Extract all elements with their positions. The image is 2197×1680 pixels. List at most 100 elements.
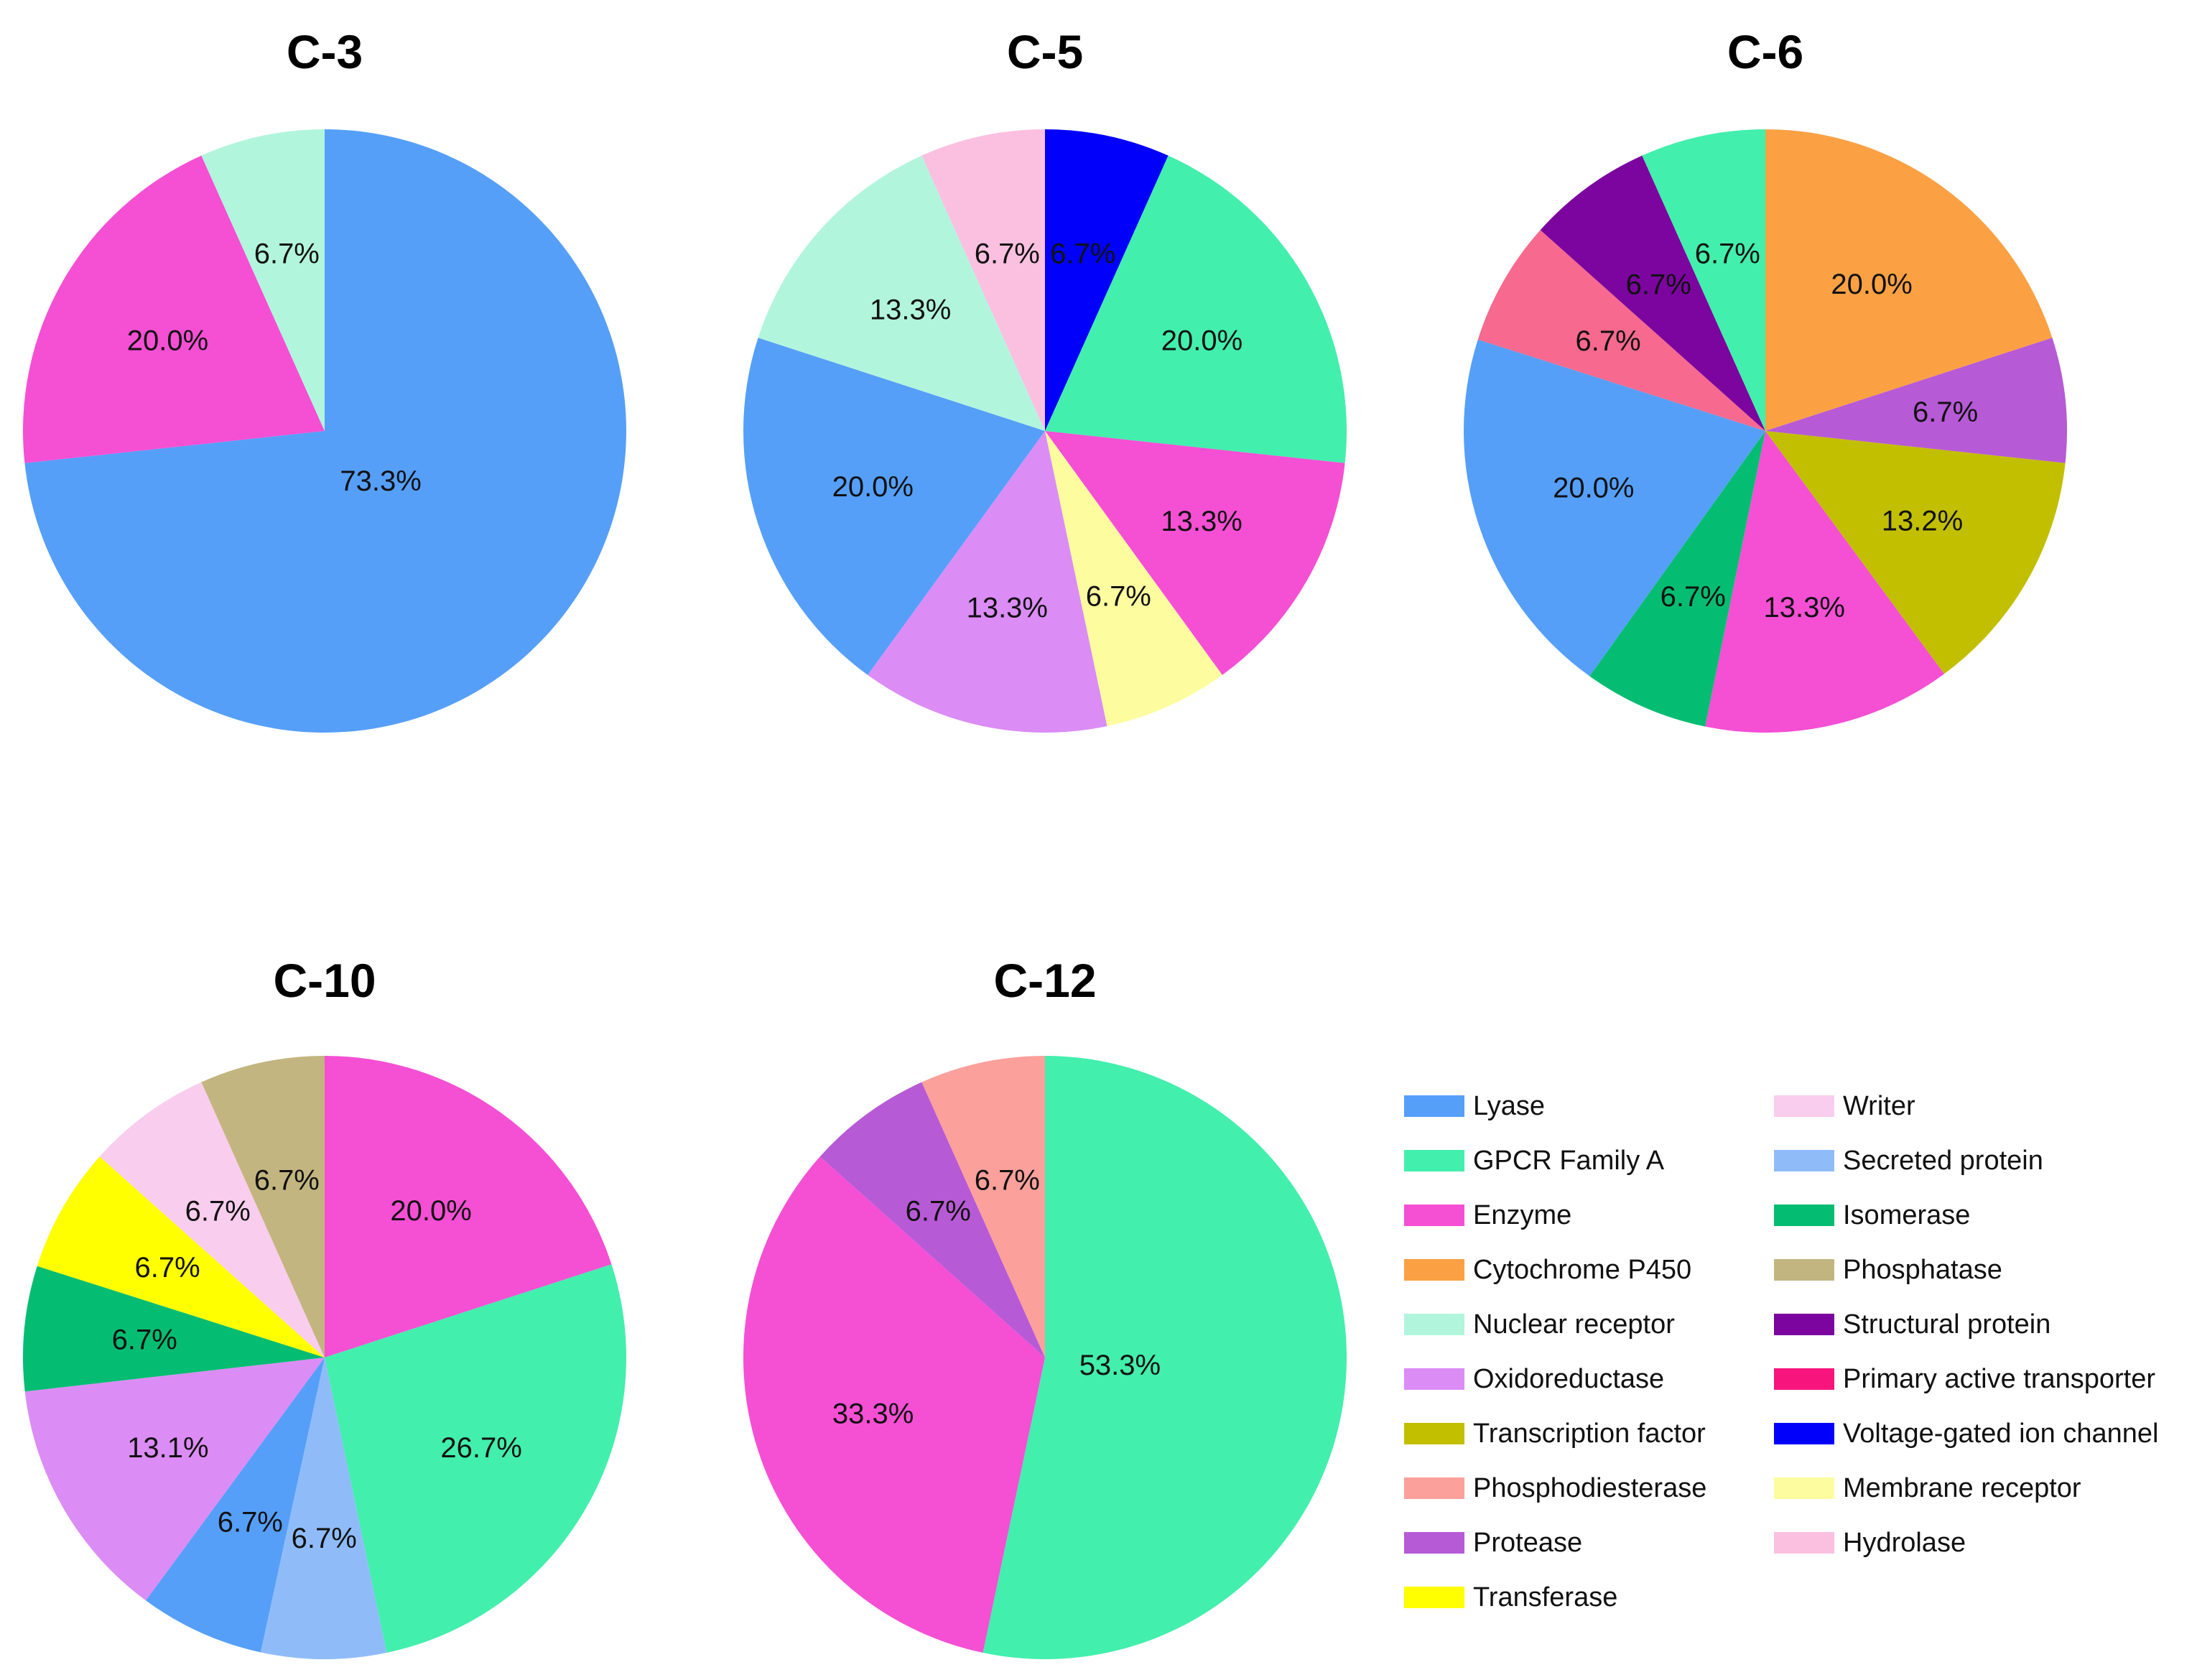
legend-label: Protease <box>1473 1528 1582 1558</box>
legend-label: Isomerase <box>1843 1200 1970 1230</box>
legend-swatch <box>1404 1150 1464 1171</box>
slice-label: 20.0% <box>127 325 208 357</box>
slice-label: 6.7% <box>906 1196 971 1227</box>
slice-transcription-factor <box>1765 431 2066 674</box>
legend-swatch <box>1404 1314 1464 1335</box>
slice-membrane-receptor <box>1045 431 1222 726</box>
legend-item-gpcr-family-a: GPCR Family A <box>1404 1146 1665 1176</box>
slice-nuclear-receptor <box>201 129 325 431</box>
legend-label: Oxidoreductase <box>1473 1364 1664 1394</box>
legend-swatch <box>1774 1150 1834 1171</box>
slice-label: 6.7% <box>135 1252 200 1284</box>
legend-label: Transcription factor <box>1473 1419 1706 1449</box>
slice-structural-protein <box>1540 155 1765 432</box>
slice-nuclear-receptor <box>758 155 1045 432</box>
slice-enzyme <box>22 155 325 463</box>
slice-enzyme <box>325 1056 612 1358</box>
slice-label: 6.7% <box>1086 580 1151 612</box>
legend-item-enzyme: Enzyme <box>1404 1200 1571 1230</box>
slice-label: 13.1% <box>127 1432 208 1464</box>
slice-gpcr-family-a <box>325 1264 626 1653</box>
legend-label: Phosphodiesterase <box>1473 1473 1706 1503</box>
legend-swatch <box>1774 1368 1834 1390</box>
slice-label: 20.0% <box>1831 269 1912 300</box>
slice-gpcr-family-a <box>1045 155 1347 463</box>
legend-swatch <box>1404 1095 1464 1117</box>
slice-phosphatase <box>201 1056 325 1358</box>
pie-chart-c-3: C-3 73.3% 20.0% 6.7% <box>22 25 626 733</box>
slice-enzyme <box>1045 431 1345 675</box>
legend-label: Hydrolase <box>1843 1528 1966 1558</box>
slice-label: 6.7% <box>1050 238 1115 270</box>
slice-isomerase <box>1589 431 1765 727</box>
legend-label: Writer <box>1843 1091 1915 1121</box>
legend-swatch <box>1774 1095 1834 1117</box>
legend-item-hydrolase: Hydrolase <box>1774 1528 1966 1558</box>
slice-label: 6.7% <box>975 1165 1040 1197</box>
slice-label: 6.7% <box>1626 269 1691 301</box>
pie-charts: C-3 73.3% 20.0% 6.7% C-5 6.7% 20.0% 13.3% 6.7% 13… <box>22 25 2068 1659</box>
legend-item-voltage-gated-ion-channel: Voltage-gated ion channel <box>1774 1419 2158 1449</box>
slice-cytochrome-p450 <box>1765 129 2053 431</box>
legend-label: Nuclear receptor <box>1473 1309 1675 1340</box>
legend-item-phosphatase: Phosphatase <box>1774 1255 2002 1285</box>
slice-writer <box>99 1082 325 1358</box>
legend-label: Voltage-gated ion channel <box>1843 1419 2158 1449</box>
slice-label: 6.7% <box>254 1165 320 1197</box>
slice-label: 13.3% <box>870 294 951 326</box>
legend-label: Lyase <box>1473 1091 1545 1121</box>
legend-swatch <box>1774 1423 1834 1444</box>
slice-lyase <box>1464 339 1765 677</box>
slice-label: 20.0% <box>390 1195 471 1227</box>
slice-label: 33.3% <box>832 1398 914 1430</box>
legend-item-lyase: Lyase <box>1404 1091 1545 1121</box>
slice-gpcr-family-a <box>983 1055 1347 1659</box>
chart-title: C-12 <box>993 954 1096 1007</box>
slice-label: 73.3% <box>340 465 421 497</box>
legend-item-secreted-protein: Secreted protein <box>1774 1146 2043 1176</box>
pie-chart-c-12: C-12 53.3% 33.3% 6.7%6.7% <box>743 954 1347 1659</box>
slice-label: 13.3% <box>1763 592 1844 623</box>
slice-label: 6.7% <box>975 238 1040 270</box>
legend-label: Secreted protein <box>1843 1146 2043 1176</box>
legend-item-structural-protein: Structural protein <box>1774 1309 2050 1340</box>
legend-label: Structural protein <box>1843 1309 2050 1340</box>
slice-label: 6.7% <box>218 1507 283 1539</box>
slice-secreted-protein <box>260 1358 387 1659</box>
legend-item-isomerase: Isomerase <box>1774 1200 1970 1230</box>
legend-item-oxidoreductase: Oxidoreductase <box>1404 1364 1664 1394</box>
slice-protease <box>819 1082 1045 1358</box>
slice-label: 6.7% <box>292 1523 357 1554</box>
slice-label: 20.0% <box>832 471 914 503</box>
chart-title: C-10 <box>273 954 376 1007</box>
legend-item-primary-active-transporter: Primary active transporter <box>1774 1364 2155 1394</box>
slice-isomerase <box>22 1266 325 1392</box>
slice-oxidoreductase <box>24 1358 325 1601</box>
legend-item-phosphodiesterase: Phosphodiesterase <box>1404 1473 1706 1503</box>
legend: Lyase GPCR Family A Enzyme Cytochrome P450 N… <box>1404 1091 2158 1612</box>
slice-label: 20.0% <box>1161 325 1243 357</box>
legend-swatch <box>1774 1259 1834 1281</box>
legend-swatch <box>1404 1532 1464 1554</box>
slice-phosphodiesterase <box>1477 230 1765 431</box>
legend-label: GPCR Family A <box>1473 1146 1665 1176</box>
legend-label: Transferase <box>1473 1582 1617 1612</box>
slice-label: 6.7% <box>1695 238 1760 270</box>
slice-label: 13.3% <box>1161 506 1242 537</box>
slice-label: 13.2% <box>1882 506 1963 537</box>
legend-item-protease: Protease <box>1404 1528 1582 1558</box>
slice-label: 6.7% <box>254 238 320 270</box>
slice-label: 6.7% <box>1576 325 1641 357</box>
slice-label: 26.7% <box>440 1432 521 1464</box>
legend-swatch <box>1774 1205 1834 1226</box>
legend-swatch <box>1774 1477 1834 1499</box>
legend-swatch <box>1404 1423 1464 1444</box>
pie-chart-c-5: C-5 6.7% 20.0% 13.3% 6.7% 13.3% 20.0% 13.3% 6.7% <box>743 25 1347 733</box>
legend-label: Membrane receptor <box>1843 1473 2081 1503</box>
chart-title: C-3 <box>287 25 363 78</box>
slice-lyase <box>24 129 626 733</box>
slice-label: 6.7% <box>185 1196 251 1227</box>
slice-protease <box>1765 338 2068 463</box>
slice-label: 6.7% <box>1913 396 1978 428</box>
